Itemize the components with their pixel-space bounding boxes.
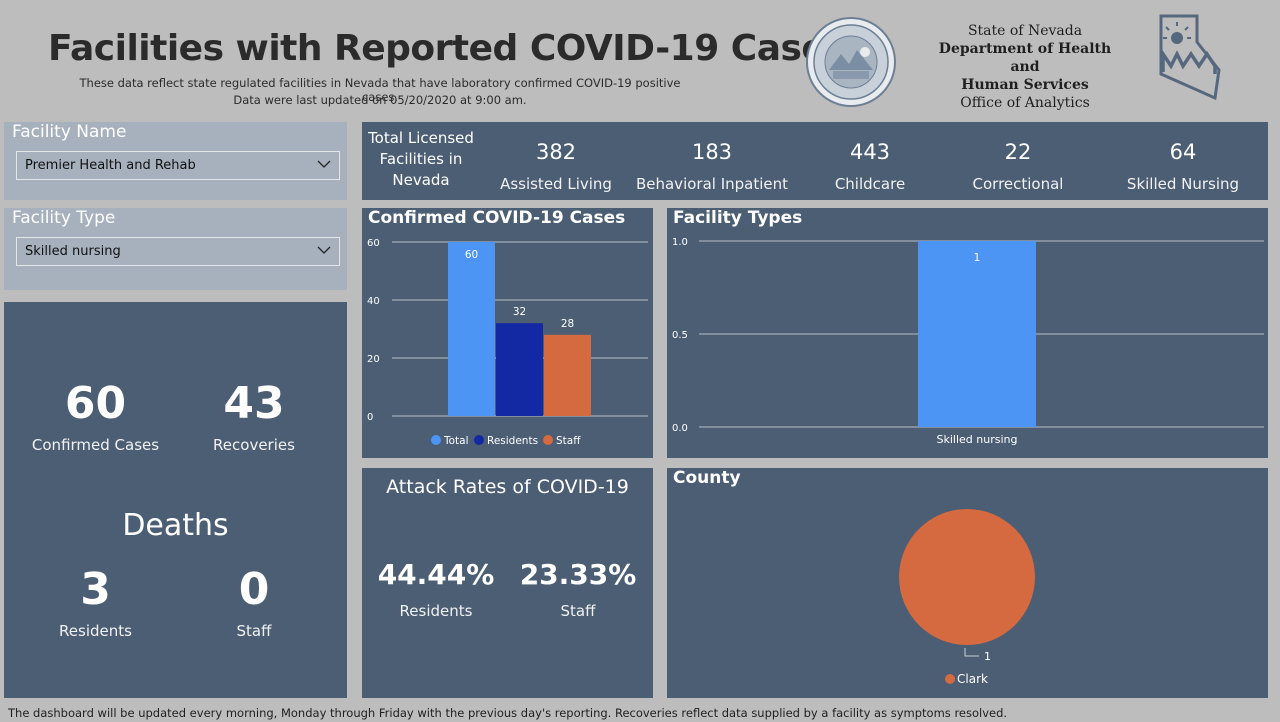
data-label: 1 — [974, 252, 981, 264]
data-label: 28 — [561, 318, 574, 330]
deaths-residents-value: 3 — [80, 564, 111, 615]
recoveries-value: 43 — [223, 378, 285, 429]
confirmed-cases-chart-title: Confirmed COVID-19 Cases — [368, 208, 626, 228]
org-name-block: State of Nevada Department of Health and… — [930, 22, 1120, 112]
y-tick-label: 1.0 — [672, 237, 688, 248]
facility-name-value: Premier Health and Rehab — [25, 158, 196, 173]
licensed-facilities-label: Total Licensed Facilities in Nevada — [368, 129, 474, 189]
deaths-staff-label: Staff — [236, 622, 272, 640]
legend-marker — [945, 674, 955, 684]
stat-assisted-living-value: 382 — [535, 140, 577, 164]
org-line-analytics: Office of Analytics — [960, 95, 1090, 111]
facility-type-dropdown[interactable]: Skilled nursing — [16, 237, 340, 266]
attack-rate-staff-label: Staff — [560, 602, 596, 620]
chevron-down-icon — [317, 160, 331, 168]
stat-skilled-nursing-value: 64 — [1169, 140, 1197, 164]
facility-name-label: Facility Name — [12, 122, 127, 142]
data-label: 32 — [513, 306, 526, 318]
stat-behavioral-inpatient-value: 183 — [691, 140, 733, 164]
org-line-department: Department of Health and — [938, 41, 1112, 75]
org-line-state: State of Nevada — [967, 23, 1083, 39]
pie-data-label: 1 — [984, 650, 991, 663]
attack-rate-staff-value: 23.33% — [519, 558, 637, 591]
stat-correctional-value: 22 — [1004, 140, 1032, 164]
confirmed-cases-chart-panel: Confirmed COVID-19 Cases 0 20 40 60 60 32 28 To… — [362, 208, 653, 458]
confirmed-cases-value: 60 — [64, 378, 127, 429]
stat-skilled-nursing-label: Skilled Nursing — [1126, 175, 1240, 193]
facility-types-chart: 0.0 0.5 1.0 1 Skilled nursing — [672, 237, 1264, 446]
county-pie-chart: 1 Clark — [899, 509, 1035, 686]
legend-marker — [474, 435, 484, 445]
bar-skilled-nursing — [918, 241, 1036, 427]
legend-label: Residents — [487, 435, 538, 447]
attack-rate-residents-label: Residents — [399, 602, 473, 620]
bar-residents — [496, 323, 543, 416]
nevada-seal-icon — [803, 16, 899, 108]
facility-types-chart-panel: Facility Types 0.0 0.5 1.0 1 Skilled nursing — [667, 208, 1268, 458]
y-tick-label: 0.5 — [672, 330, 688, 341]
y-tick-label: 0.0 — [672, 423, 688, 434]
y-tick-label: 40 — [367, 296, 380, 307]
stat-childcare-value: 443 — [849, 140, 891, 164]
county-chart-panel: County 1 Clark — [667, 468, 1268, 698]
deaths-staff-value: 0 — [238, 564, 270, 615]
facility-types-chart-title: Facility Types — [673, 208, 803, 228]
attack-rates-panel: Attack Rates of COVID-19 44.44% Resident… — [362, 468, 653, 698]
org-line-human-services: Human Services — [961, 77, 1089, 93]
legend-label: Staff — [556, 435, 581, 447]
dhhs-logo-icon — [1157, 12, 1225, 102]
legend-marker — [543, 435, 553, 445]
bar-total — [448, 242, 495, 416]
facility-type-label: Facility Type — [12, 208, 116, 228]
data-label: 60 — [465, 249, 478, 261]
legend-marker — [431, 435, 441, 445]
subtitle-description: These data reflect state regulated facil… — [79, 76, 681, 104]
y-tick-label: 60 — [367, 238, 380, 249]
confirmed-cases-label: Confirmed Cases — [31, 436, 160, 454]
licensed-facilities-panel: Total Licensed Facilities in Nevada 382 … — [362, 122, 1268, 200]
legend-label: Total — [443, 435, 469, 447]
attack-rate-residents-value: 44.44% — [377, 558, 495, 591]
recoveries-label: Recoveries — [213, 436, 295, 454]
y-tick-label: 20 — [367, 354, 380, 365]
attack-rates-title: Attack Rates of COVID-19 — [386, 476, 629, 498]
confirmed-cases-chart: 0 20 40 60 60 32 28 Total Residents Staff — [367, 238, 648, 447]
facility-type-value: Skilled nursing — [25, 244, 121, 259]
county-chart-title: County — [673, 468, 741, 488]
deaths-heading: Deaths — [122, 508, 229, 543]
summary-panel: 60 Confirmed Cases 43 Recoveries Deaths … — [4, 302, 347, 698]
pie-leader-line — [964, 648, 979, 657]
bar-staff — [544, 334, 591, 416]
subtitle-last-updated: Data were last updated on 05/20/2020 at … — [233, 93, 527, 107]
facility-name-slicer: Facility Name Premier Health and Rehab — [4, 122, 347, 200]
stat-assisted-living-label: Assisted Living — [500, 175, 612, 193]
facility-name-dropdown[interactable]: Premier Health and Rehab — [16, 151, 340, 180]
y-tick-label: 0 — [367, 412, 373, 423]
legend-label: Clark — [957, 672, 988, 686]
stat-childcare-label: Childcare — [834, 175, 906, 193]
deaths-residents-label: Residents — [59, 622, 132, 640]
x-tick-label: Skilled nursing — [937, 433, 1018, 446]
stat-behavioral-inpatient-label: Behavioral Inpatient — [635, 175, 789, 193]
footer-note: The dashboard will be updated every morn… — [8, 706, 1008, 720]
stat-correctional-label: Correctional — [972, 175, 1064, 193]
chevron-down-icon — [317, 246, 331, 254]
page-title: Facilities with Reported COVID-19 Cases — [48, 28, 847, 69]
facility-type-slicer: Facility Type Skilled nursing — [4, 208, 347, 290]
pie-slice-clark — [899, 509, 1035, 645]
